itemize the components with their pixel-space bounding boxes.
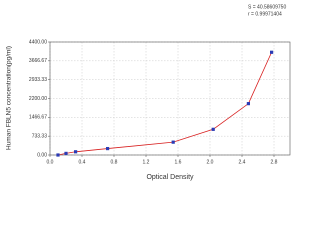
x-tick-label: 0.0 (47, 159, 54, 165)
data-point (74, 150, 78, 154)
x-axis-label: Optical Density (146, 174, 194, 181)
y-tick-label: 3666.67 (29, 58, 47, 64)
x-tick-label: 1.2 (143, 159, 150, 165)
data-point (246, 102, 250, 106)
x-tick-label: 2.0 (207, 159, 214, 165)
data-point (106, 146, 110, 151)
y-tick-label: 2200.00 (29, 96, 47, 102)
annotation: S = 40.58609750 (248, 4, 286, 10)
data-point (270, 50, 274, 54)
plot-frame (49, 41, 291, 156)
y-tick-label: 0.00 (37, 152, 47, 158)
x-tick-label: 0.4 (79, 159, 86, 165)
y-axis-label: Human FBLN5 concentration(pg/ml) (6, 46, 13, 150)
data-point (211, 127, 215, 131)
x-tick-label: 2.8 (271, 159, 278, 165)
data-point (171, 140, 175, 144)
data-point (64, 151, 68, 155)
x-tick-label: 2.4 (239, 159, 246, 165)
annotation: r = 0.99971404 (248, 11, 282, 17)
y-tick-label: 1466.67 (29, 115, 47, 121)
y-tick-label: 2933.33 (29, 77, 47, 83)
x-tick-label: 0.8 (111, 159, 118, 165)
y-tick-label: 733.33 (32, 133, 48, 139)
data-point (56, 153, 60, 157)
chart: Optical Density Human FBLN5 concentratio… (5, 4, 291, 181)
x-tick-label: 1.6 (175, 159, 182, 165)
y-tick-label: 4400.00 (29, 39, 47, 45)
